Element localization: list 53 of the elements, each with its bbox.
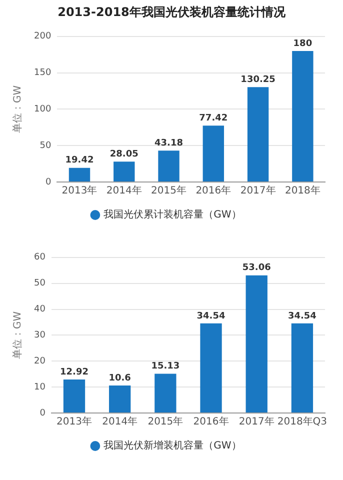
x-tick-label: 2017年 bbox=[240, 184, 276, 197]
y-tick-label: 50 bbox=[40, 140, 52, 151]
x-tick-label: 2015年 bbox=[148, 416, 184, 428]
data-label: 77.42 bbox=[199, 113, 228, 124]
legend-label: 我国光伏新增装机容量（GW） bbox=[104, 440, 242, 452]
y-tick-label: 100 bbox=[34, 104, 52, 115]
y-tick-label: 40 bbox=[34, 304, 46, 315]
bar bbox=[247, 87, 269, 182]
bar bbox=[246, 275, 268, 412]
y-tick-label: 150 bbox=[34, 68, 52, 78]
data-label: 43.18 bbox=[154, 138, 184, 148]
bar bbox=[202, 126, 224, 182]
x-tick-label: 2015年 bbox=[151, 184, 186, 197]
data-label: 53.06 bbox=[242, 263, 271, 274]
x-tick-label: 2016年 bbox=[193, 416, 229, 428]
bar bbox=[292, 50, 314, 182]
x-tick-label: 2014年 bbox=[106, 184, 142, 197]
x-tick-label: 2017年 bbox=[238, 416, 274, 428]
data-label: 180 bbox=[293, 38, 312, 49]
x-tick-label: 2016年 bbox=[196, 184, 232, 197]
y-tick-label: 20 bbox=[34, 356, 46, 366]
bar bbox=[158, 150, 180, 182]
y-tick-label: 50 bbox=[34, 278, 46, 289]
x-tick-label: 2014年 bbox=[102, 416, 138, 428]
data-label: 10.6 bbox=[108, 373, 131, 384]
data-label: 28.05 bbox=[110, 149, 138, 160]
x-tick-label: 2013年 bbox=[62, 184, 98, 197]
chart-title: 2013-2018年我国光伏装机容量统计情况 bbox=[56, 4, 286, 21]
bar bbox=[154, 374, 176, 412]
y-axis-title: 单位：GW bbox=[12, 311, 24, 360]
legend-label: 我国光伏累计装机容量（GW） bbox=[104, 208, 242, 221]
bar bbox=[109, 386, 131, 412]
y-axis-title: 单位：GW bbox=[12, 85, 24, 134]
bar bbox=[114, 162, 135, 182]
y-tick-label: 200 bbox=[34, 32, 52, 42]
y-tick-label: 60 bbox=[34, 252, 46, 263]
bar bbox=[63, 379, 86, 412]
bar bbox=[200, 323, 222, 412]
x-tick-label: 2013年 bbox=[56, 416, 92, 428]
data-label: 15.13 bbox=[151, 362, 180, 372]
data-label: 12.92 bbox=[60, 367, 88, 378]
y-tick-label: 10 bbox=[34, 382, 46, 392]
data-label: 130.25 bbox=[240, 75, 276, 86]
y-tick-label: 0 bbox=[45, 177, 52, 188]
bar bbox=[68, 168, 90, 182]
y-tick-label: 0 bbox=[40, 408, 46, 418]
data-label: 19.42 bbox=[65, 156, 94, 166]
y-tick-label: 30 bbox=[34, 330, 46, 341]
x-tick-label: 2018年Q3 bbox=[277, 416, 328, 428]
bar bbox=[291, 323, 314, 412]
data-label: 34.54 bbox=[288, 311, 316, 322]
x-tick-label: 2018年 bbox=[284, 184, 320, 197]
data-label: 34.54 bbox=[196, 311, 226, 322]
